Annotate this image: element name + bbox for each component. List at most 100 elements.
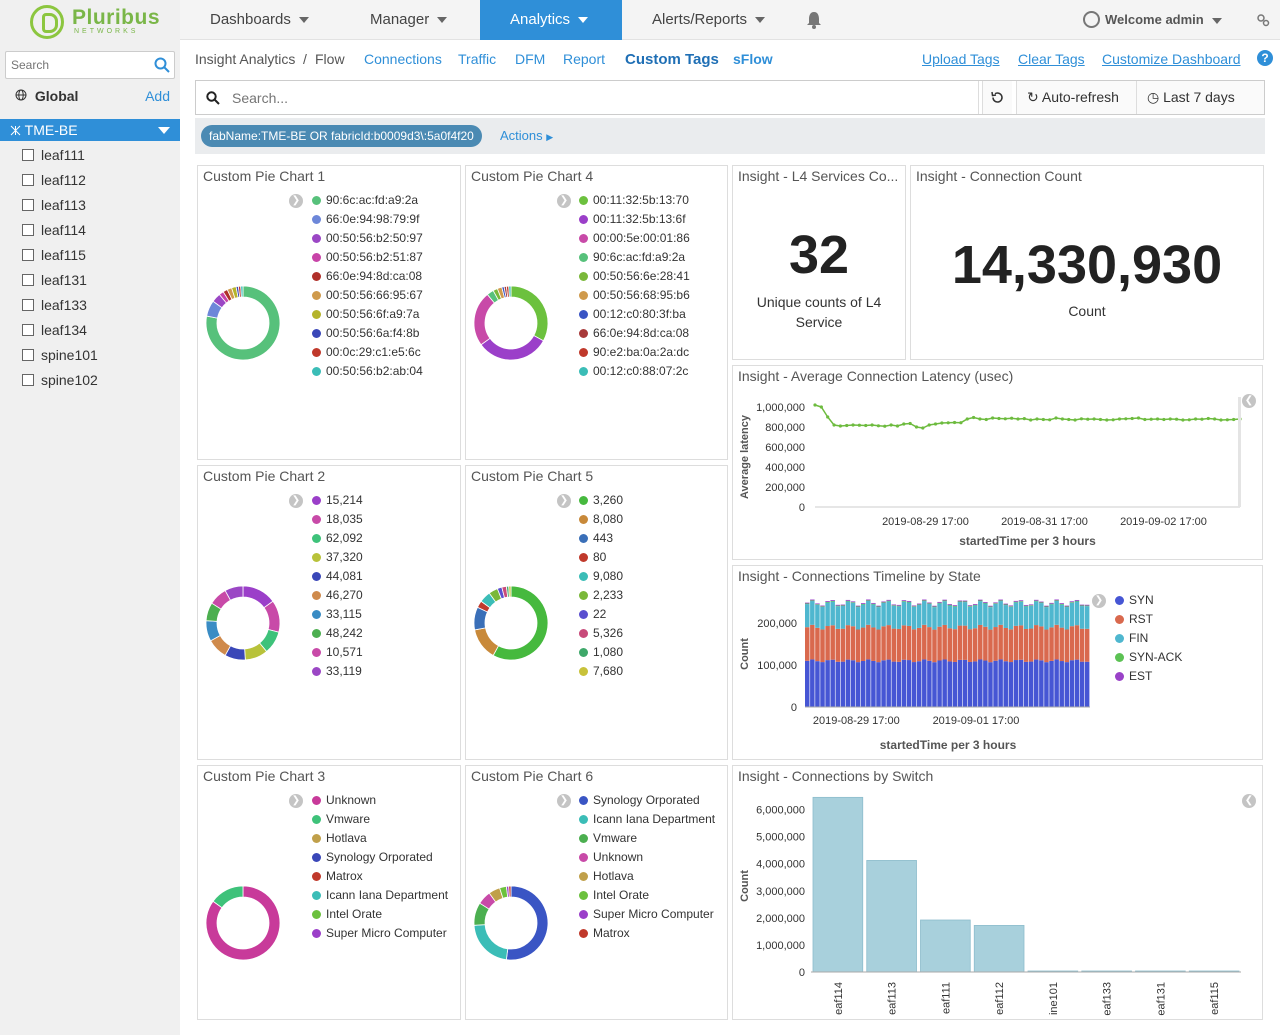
nav-manager[interactable]: Manager [370,0,448,40]
legend-item[interactable]: 90:6c:ac:fd:a9:2a [579,248,690,267]
stack-segment[interactable] [871,627,876,661]
stack-segment[interactable] [957,600,963,602]
stack-segment[interactable] [1064,629,1070,663]
stack-segment[interactable] [922,599,927,601]
legend-item[interactable]: 22 [579,605,623,624]
stack-segment[interactable] [815,603,820,605]
legend-item[interactable]: SYN-ACK [1115,648,1182,667]
data-point[interactable] [1206,416,1210,421]
stack-segment[interactable] [835,628,841,662]
stack-segment[interactable] [855,606,861,608]
checkbox[interactable] [22,323,34,336]
legend-item[interactable]: 00:50:56:b2:50:97 [312,229,423,248]
stack-segment[interactable] [830,625,835,660]
legend-toggle-icon[interactable]: ❯ [557,794,571,808]
data-point[interactable] [1187,418,1191,422]
stack-segment[interactable] [1069,601,1075,603]
donut-chart[interactable] [204,284,282,362]
stack-segment[interactable] [988,607,993,630]
stack-segment[interactable] [1079,628,1085,662]
stack-segment[interactable] [937,603,942,627]
data-point[interactable] [876,424,881,428]
stack-segment[interactable] [845,601,851,626]
stack-segment[interactable] [998,600,1003,602]
stack-segment[interactable] [810,600,815,602]
stack-segment[interactable] [871,603,876,605]
data-point[interactable] [826,415,830,419]
stack-segment[interactable] [1039,660,1044,707]
stack-segment[interactable] [1079,606,1085,629]
stack-segment[interactable] [1059,627,1064,662]
stack-segment[interactable] [983,603,988,627]
legend-item[interactable]: 66:0e:94:8d:ca:08 [312,267,423,286]
stack-segment[interactable] [1018,601,1024,602]
stack-segment[interactable] [1013,600,1019,602]
stack-segment[interactable] [1039,601,1044,603]
stack-segment[interactable] [942,601,947,625]
stack-segment[interactable] [815,627,820,662]
stack-segment[interactable] [1018,625,1024,660]
data-point[interactable] [1162,417,1166,422]
data-point[interactable] [1143,417,1147,422]
stack-segment[interactable] [972,661,978,707]
stack-segment[interactable] [815,604,820,605]
stack-segment[interactable] [942,600,947,602]
stack-segment[interactable] [1008,605,1014,607]
data-point[interactable] [1155,417,1160,421]
data-point[interactable] [991,416,995,420]
stack-segment[interactable] [871,604,876,628]
stack-segment[interactable] [805,603,810,605]
stack-segment[interactable] [815,604,820,628]
stack-segment[interactable] [850,602,856,627]
legend-item[interactable]: 44,081 [312,567,363,586]
stack-segment[interactable] [1059,604,1064,628]
legend-item[interactable]: 7,680 [579,662,623,681]
stack-segment[interactable] [947,661,952,707]
stack-segment[interactable] [927,627,932,661]
stack-segment[interactable] [1064,605,1070,607]
stack-segment[interactable] [891,661,897,707]
data-point[interactable] [959,421,963,425]
stack-segment[interactable] [1018,601,1024,626]
stack-segment[interactable] [967,606,973,630]
stack-segment[interactable] [972,605,978,629]
scrollbar[interactable] [1238,397,1241,507]
data-point[interactable] [1136,416,1141,420]
data-point[interactable] [1010,416,1014,420]
pie-slice[interactable] [473,293,495,346]
legend-item[interactable]: 15,214 [312,491,363,510]
stack-segment[interactable] [932,629,937,663]
legend-item[interactable]: 62,092 [312,529,363,548]
stack-segment[interactable] [835,605,841,607]
data-point[interactable] [1200,417,1204,421]
stack-segment[interactable] [962,602,968,626]
tab-report[interactable]: Report [563,51,606,67]
stack-segment[interactable] [850,602,856,603]
stack-segment[interactable] [916,603,922,605]
pie-slice[interactable] [505,885,549,961]
stack-segment[interactable] [906,602,912,626]
stack-segment[interactable] [906,625,912,661]
stack-segment[interactable] [983,626,988,661]
legend-item[interactable]: Super Micro Computer [579,905,715,924]
stack-segment[interactable] [891,605,897,629]
stack-segment[interactable] [1023,661,1029,707]
checkbox[interactable] [22,223,34,236]
tab-sflow[interactable]: sFlow [733,51,773,67]
stack-segment[interactable] [1018,659,1024,707]
stack-segment[interactable] [901,625,907,660]
stack-segment[interactable] [942,624,947,660]
stack-segment[interactable] [1003,661,1008,707]
stack-segment[interactable] [1054,659,1059,707]
stack-segment[interactable] [876,629,881,663]
legend-item[interactable]: 33,119 [312,662,363,681]
tab-dfm[interactable]: DFM [515,51,546,67]
checkbox[interactable] [22,348,34,361]
legend-item[interactable]: 00:50:56:66:95:67 [312,286,423,305]
switch-bar[interactable] [973,925,1025,973]
pie-slice[interactable] [205,885,281,961]
stack-segment[interactable] [1044,662,1049,707]
stack-segment[interactable] [896,661,902,707]
stack-segment[interactable] [866,601,871,625]
stack-segment[interactable] [911,606,917,630]
